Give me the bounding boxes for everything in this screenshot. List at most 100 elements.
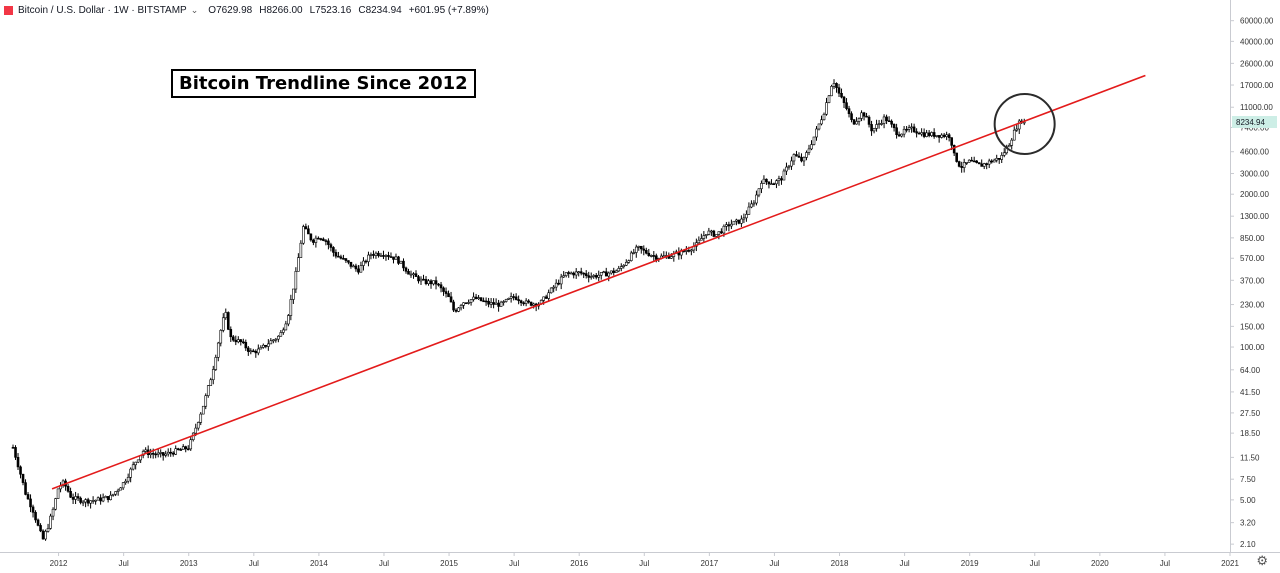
candle-body xyxy=(129,468,132,478)
candle-body xyxy=(670,256,673,259)
candle-body xyxy=(582,272,586,275)
candle-body xyxy=(627,260,631,263)
candle-body xyxy=(987,160,991,165)
candle-body xyxy=(221,317,225,331)
candle-body xyxy=(457,307,460,312)
candle-body xyxy=(820,119,823,125)
y-tick-label: 18.50 xyxy=(1240,429,1261,438)
candle-body xyxy=(822,113,826,121)
annotation-title[interactable]: Bitcoin Trendline Since 2012 xyxy=(171,69,476,98)
candle-body xyxy=(652,255,656,257)
candle-body xyxy=(895,127,898,135)
close-label: C xyxy=(358,4,366,16)
candle-body xyxy=(184,446,188,450)
candle-body xyxy=(81,501,85,504)
candle-body xyxy=(947,134,951,138)
candle-body xyxy=(314,237,318,243)
candle-body xyxy=(867,116,871,125)
candle-body xyxy=(264,344,268,347)
candle-body xyxy=(995,157,999,161)
candle-body xyxy=(44,531,47,540)
candle-body xyxy=(802,157,806,162)
candle-body xyxy=(154,453,157,456)
x-tick-label: Jul xyxy=(379,559,389,568)
candle-body xyxy=(174,448,178,455)
y-tick-label: 17000.00 xyxy=(1240,81,1274,90)
candle-body xyxy=(720,231,723,234)
low-label: L xyxy=(309,4,316,16)
candle-body xyxy=(502,301,505,303)
candle-body xyxy=(284,323,288,331)
candle-body xyxy=(79,497,82,503)
candle-body xyxy=(910,126,913,129)
candle-body xyxy=(604,271,608,277)
chevron-down-icon[interactable]: ⌄ xyxy=(190,4,199,15)
candle-body xyxy=(399,260,403,264)
candle-body xyxy=(827,95,831,103)
highlight-circle[interactable] xyxy=(993,93,1056,156)
candle-body xyxy=(442,287,445,292)
candle-body xyxy=(747,206,751,215)
candle-body xyxy=(186,448,190,451)
candle-body xyxy=(19,466,22,475)
candle-body xyxy=(787,165,791,168)
candle-body xyxy=(907,127,911,130)
gear-icon[interactable]: ⚙ xyxy=(1256,553,1268,568)
candle-body xyxy=(397,256,400,264)
candle-body xyxy=(249,350,253,353)
candle-body xyxy=(612,270,616,273)
candle-body xyxy=(810,144,813,150)
candle-body xyxy=(687,250,691,252)
candle-body xyxy=(84,499,87,503)
x-tick-label: 2015 xyxy=(440,559,458,568)
candle-body xyxy=(201,405,205,415)
candle-body xyxy=(236,339,240,343)
candle-body xyxy=(852,119,856,125)
candle-body xyxy=(24,482,27,495)
candle-body xyxy=(885,116,888,121)
candle-body xyxy=(795,154,798,157)
candle-body xyxy=(564,272,568,276)
candle-body xyxy=(634,246,638,253)
candle-body xyxy=(639,245,643,250)
candle-body xyxy=(427,280,430,285)
x-tick-label: 2018 xyxy=(831,559,849,568)
trendline[interactable] xyxy=(51,74,1146,490)
candle-body xyxy=(199,413,203,423)
candle-body xyxy=(745,214,748,219)
open-value: 7629.98 xyxy=(216,4,253,16)
candle-body xyxy=(782,170,786,181)
candle-body xyxy=(357,268,360,273)
x-tick-label: Jul xyxy=(509,559,519,568)
candle-body xyxy=(952,145,956,154)
candle-body xyxy=(459,304,463,309)
candle-body xyxy=(855,121,858,125)
candle-body xyxy=(1000,154,1004,160)
candle-body xyxy=(542,296,545,301)
candle-body xyxy=(209,379,213,386)
candle-body xyxy=(407,270,410,275)
candle-body xyxy=(562,275,565,278)
candle-body xyxy=(492,302,495,305)
candle-body xyxy=(592,275,596,277)
y-tick-label: 150.00 xyxy=(1240,322,1265,331)
candle-body xyxy=(857,118,861,122)
candle-body xyxy=(524,300,528,304)
candle-body xyxy=(815,128,818,138)
candle-body xyxy=(579,271,583,274)
candle-body xyxy=(359,265,363,273)
x-tick-label: Jul xyxy=(899,559,909,568)
candle-body xyxy=(950,137,953,146)
candle-body xyxy=(992,159,996,163)
candle-body xyxy=(735,219,738,222)
candle-body xyxy=(362,260,365,266)
candle-body xyxy=(144,449,147,452)
candle-body xyxy=(977,162,981,165)
candle-body xyxy=(76,496,80,499)
candle-body xyxy=(752,202,756,205)
symbol-label[interactable]: Bitcoin / U.S. Dollar · 1W · BITSTAMP xyxy=(18,4,187,16)
candle-body xyxy=(104,496,107,499)
candle-body xyxy=(344,258,348,261)
candle-body xyxy=(196,422,200,429)
